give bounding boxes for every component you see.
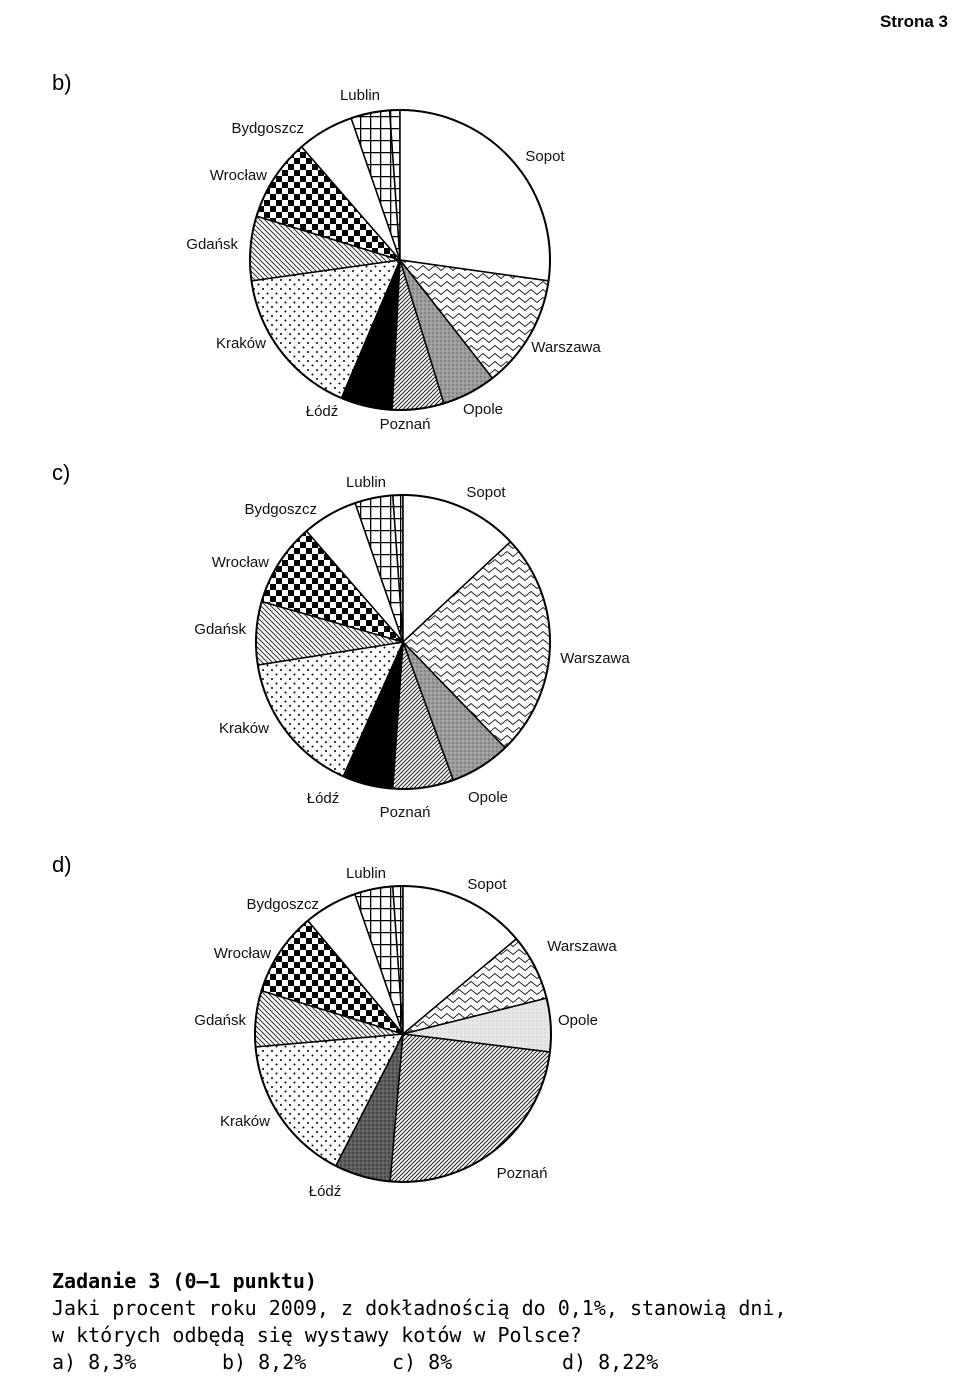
label-wroclaw: Wrocław: [212, 554, 269, 571]
label-lublin: Lublin: [340, 87, 380, 104]
answer-b[interactable]: b) 8,2%: [222, 1350, 307, 1374]
label-lodz: Łódź: [306, 403, 339, 420]
option-label-c: c): [52, 460, 71, 485]
label-gdansk: Gdańsk: [186, 236, 238, 253]
pie-chart-c: Lublin Sopot Warszawa Opole Poznań Łódź Kraków…: [194, 474, 630, 821]
pie-chart-b: Lublin Sopot Warszawa Opole Poznań Łódź Kraków…: [186, 87, 601, 433]
label-warszawa: Warszawa: [560, 650, 630, 667]
label-lodz: Łódź: [309, 1183, 342, 1200]
answer-a[interactable]: a) 8,3%: [52, 1350, 137, 1374]
pie-slice-poznan-4: [389, 1033, 551, 1183]
label-opole: Opole: [558, 1012, 598, 1029]
label-warszawa: Warszawa: [531, 339, 601, 356]
label-bydgoszcz: Bydgoszcz: [231, 120, 304, 137]
answer-d[interactable]: d) 8,22%: [562, 1350, 659, 1374]
label-gdansk: Gdańsk: [194, 621, 246, 638]
label-sopot: Sopot: [525, 148, 565, 165]
task-question-line-1: Jaki procent roku 2009, z dokładnością d…: [52, 1296, 787, 1320]
label-poznan: Poznań: [380, 804, 431, 821]
label-wroclaw: Wrocław: [210, 167, 267, 184]
label-opole: Opole: [468, 789, 508, 806]
label-opole: Opole: [463, 401, 503, 418]
label-sopot: Sopot: [466, 484, 506, 501]
label-bydgoszcz: Bydgoszcz: [244, 501, 317, 518]
label-wroclaw: Wrocław: [214, 945, 271, 962]
label-lublin: Lublin: [346, 865, 386, 882]
option-label-d: d): [52, 852, 72, 877]
pie-outline: [249, 109, 551, 411]
label-lodz: Łódź: [307, 790, 340, 807]
page-number: Strona 3: [879, 12, 948, 31]
pie-chart-d: Lublin Sopot Warszawa Opole Poznań Łódź Kraków…: [194, 865, 617, 1200]
label-krakow: Kraków: [219, 720, 269, 737]
task-question-line-2: w których odbędą się wystawy kotów w Pol…: [52, 1323, 582, 1347]
label-poznan: Poznań: [380, 416, 431, 433]
label-bydgoszcz: Bydgoszcz: [246, 896, 319, 913]
task-block: Zadanie 3 (0–1 punktu) Jaki procent roku…: [52, 1268, 932, 1376]
option-label-b: b): [52, 70, 72, 95]
answer-options: a) 8,3% b) 8,2% c) 8% d) 8,22%: [52, 1349, 932, 1376]
label-gdansk: Gdańsk: [194, 1012, 246, 1029]
label-sopot: Sopot: [467, 876, 507, 893]
label-poznan: Poznań: [497, 1165, 548, 1182]
label-krakow: Kraków: [220, 1113, 270, 1130]
label-warszawa: Warszawa: [547, 938, 617, 955]
pie-outline: [255, 494, 551, 790]
pie-outline: [254, 885, 552, 1183]
task-title: Zadanie 3 (0–1 punktu): [52, 1269, 317, 1293]
label-krakow: Kraków: [216, 335, 266, 352]
pie-slice-sopot-1: [399, 109, 551, 282]
answer-c[interactable]: c) 8%: [392, 1350, 453, 1374]
label-lublin: Lublin: [346, 474, 386, 491]
